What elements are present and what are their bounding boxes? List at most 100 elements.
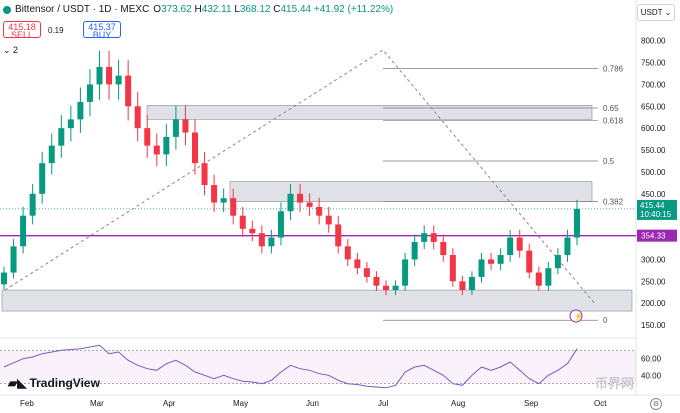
candle-body	[459, 281, 466, 291]
fib-label-3: 0.5	[603, 157, 615, 166]
symbol-legend[interactable]: Bittensor / USDT · 1D · MEXC O373.62 H43…	[3, 4, 393, 15]
candle-body	[67, 119, 74, 129]
buy-button[interactable]: 415.37 BUY	[83, 21, 121, 40]
candle-body	[239, 215, 246, 229]
time-tick-jul: Jul	[378, 399, 388, 408]
candle-body	[172, 119, 179, 137]
candle-body	[411, 241, 418, 260]
candle-body	[363, 268, 370, 277]
price-tick-7: 450.00	[641, 190, 666, 199]
candle-body	[58, 128, 65, 146]
candle-body	[354, 259, 361, 269]
price-tick-4: 600.00	[641, 124, 666, 133]
watermark-logo: 币界网	[595, 376, 635, 391]
price-zone-2[interactable]	[1, 289, 633, 312]
candle-body	[468, 276, 475, 291]
current-price-tag	[637, 199, 677, 220]
price-tick-1: 750.00	[641, 59, 666, 68]
candle-body	[440, 241, 447, 256]
candle-body	[316, 206, 323, 216]
candle-body	[115, 75, 122, 85]
candle-body	[10, 246, 17, 273]
price-tick-0: 800.00	[641, 37, 666, 46]
candle-body	[29, 193, 36, 216]
symbol-title: Bittensor / USDT · 1D · MEXC	[15, 4, 150, 15]
candle-body	[134, 106, 141, 129]
current-price-label: 415.44	[640, 201, 665, 210]
candle-body	[383, 285, 389, 291]
candle-body	[497, 255, 504, 264]
candle-body	[507, 237, 514, 256]
price-tick-10: 300.00	[641, 255, 666, 264]
candle-body	[258, 233, 265, 247]
candle-body	[535, 272, 542, 286]
time-tick-apr: Apr	[163, 399, 176, 408]
candle-body	[574, 208, 580, 238]
candle-body	[163, 136, 170, 155]
rsi-band	[0, 350, 636, 384]
spread-value: 0.19	[48, 26, 64, 35]
candle-body	[106, 66, 113, 85]
fib-label-4: 0.382	[603, 198, 624, 207]
alert-lightning-icon[interactable]	[569, 309, 583, 323]
price-tick-3: 650.00	[641, 102, 666, 111]
candle-body	[125, 75, 132, 107]
candle-body	[20, 215, 27, 247]
price-tick-5: 550.00	[641, 146, 666, 155]
price-tick-12: 200.00	[641, 299, 666, 308]
chart-header: Bittensor / USDT · 1D · MEXC O373.62 H43…	[0, 0, 636, 22]
candle-body	[526, 250, 533, 273]
sell-button[interactable]: 415.18 SELL	[3, 21, 41, 40]
candle-body	[211, 185, 218, 203]
candle-body	[430, 233, 437, 242]
rsi-tick-0: 60.00	[641, 355, 662, 364]
candle-body	[86, 84, 93, 102]
price-zone-0[interactable]	[146, 105, 593, 120]
indicators-toggle[interactable]: ⌄ 2	[3, 45, 19, 55]
price-tick-2: 700.00	[641, 80, 666, 89]
candle-body	[554, 255, 561, 269]
settings-gear-icon[interactable]: ⚙	[650, 398, 662, 410]
currency-dropdown[interactable]: USDT ⌄	[637, 4, 675, 21]
fib-label-2: 0.618	[603, 117, 624, 126]
candle-body	[230, 198, 237, 216]
candle-body	[564, 237, 571, 256]
tradingview-logo[interactable]: ▰◣ TradingView	[8, 376, 100, 390]
candle-body	[449, 255, 456, 282]
time-tick-sep: Sep	[524, 399, 539, 408]
price-tick-13: 150.00	[641, 321, 666, 330]
price-zone-1[interactable]	[229, 181, 593, 202]
candle-body	[144, 128, 151, 146]
price-tick-11: 250.00	[641, 277, 666, 286]
time-tick-aug: Aug	[451, 399, 465, 408]
time-tick-oct: Oct	[594, 399, 607, 408]
candle-body	[192, 132, 198, 164]
candle-body	[373, 276, 380, 286]
candle-body	[516, 237, 523, 251]
candle-body	[39, 163, 46, 194]
ohlc-values: O373.62 H432.11 L368.12 C415.44 +41.92 (…	[153, 4, 394, 15]
candle-body	[48, 145, 55, 164]
candle-body	[249, 228, 256, 234]
hline-price-tag	[637, 229, 677, 242]
candle-body	[297, 193, 304, 203]
hline-price-label: 354.33	[641, 232, 666, 241]
fib-trend-line	[4, 49, 597, 306]
fib-label-5: 0	[603, 316, 608, 325]
candle-body	[306, 202, 313, 207]
candle-body	[335, 224, 342, 247]
candle-body	[421, 233, 428, 242]
candle-body	[201, 163, 208, 186]
candle-body	[478, 259, 485, 277]
candle-body	[325, 215, 332, 225]
fib-label-0: 0.786	[603, 65, 624, 74]
candle-body	[392, 285, 399, 291]
candle-body	[344, 246, 351, 260]
candle-body	[96, 66, 103, 85]
candle-body	[287, 193, 294, 212]
time-tick-mar: Mar	[90, 399, 104, 408]
fib-label-1: 0.65	[603, 104, 619, 113]
candle-body	[182, 119, 189, 133]
candle-body	[1, 272, 7, 285]
